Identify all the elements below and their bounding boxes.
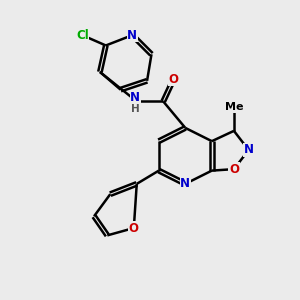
Text: O: O	[169, 73, 178, 86]
Text: H: H	[131, 104, 140, 114]
Text: O: O	[229, 163, 239, 176]
Text: N: N	[244, 143, 254, 157]
Text: Cl: Cl	[76, 29, 89, 42]
Text: N: N	[127, 29, 137, 42]
Text: N: N	[130, 92, 140, 104]
Text: O: O	[129, 221, 139, 235]
Text: Me: Me	[225, 102, 243, 112]
Text: N: N	[180, 177, 190, 190]
